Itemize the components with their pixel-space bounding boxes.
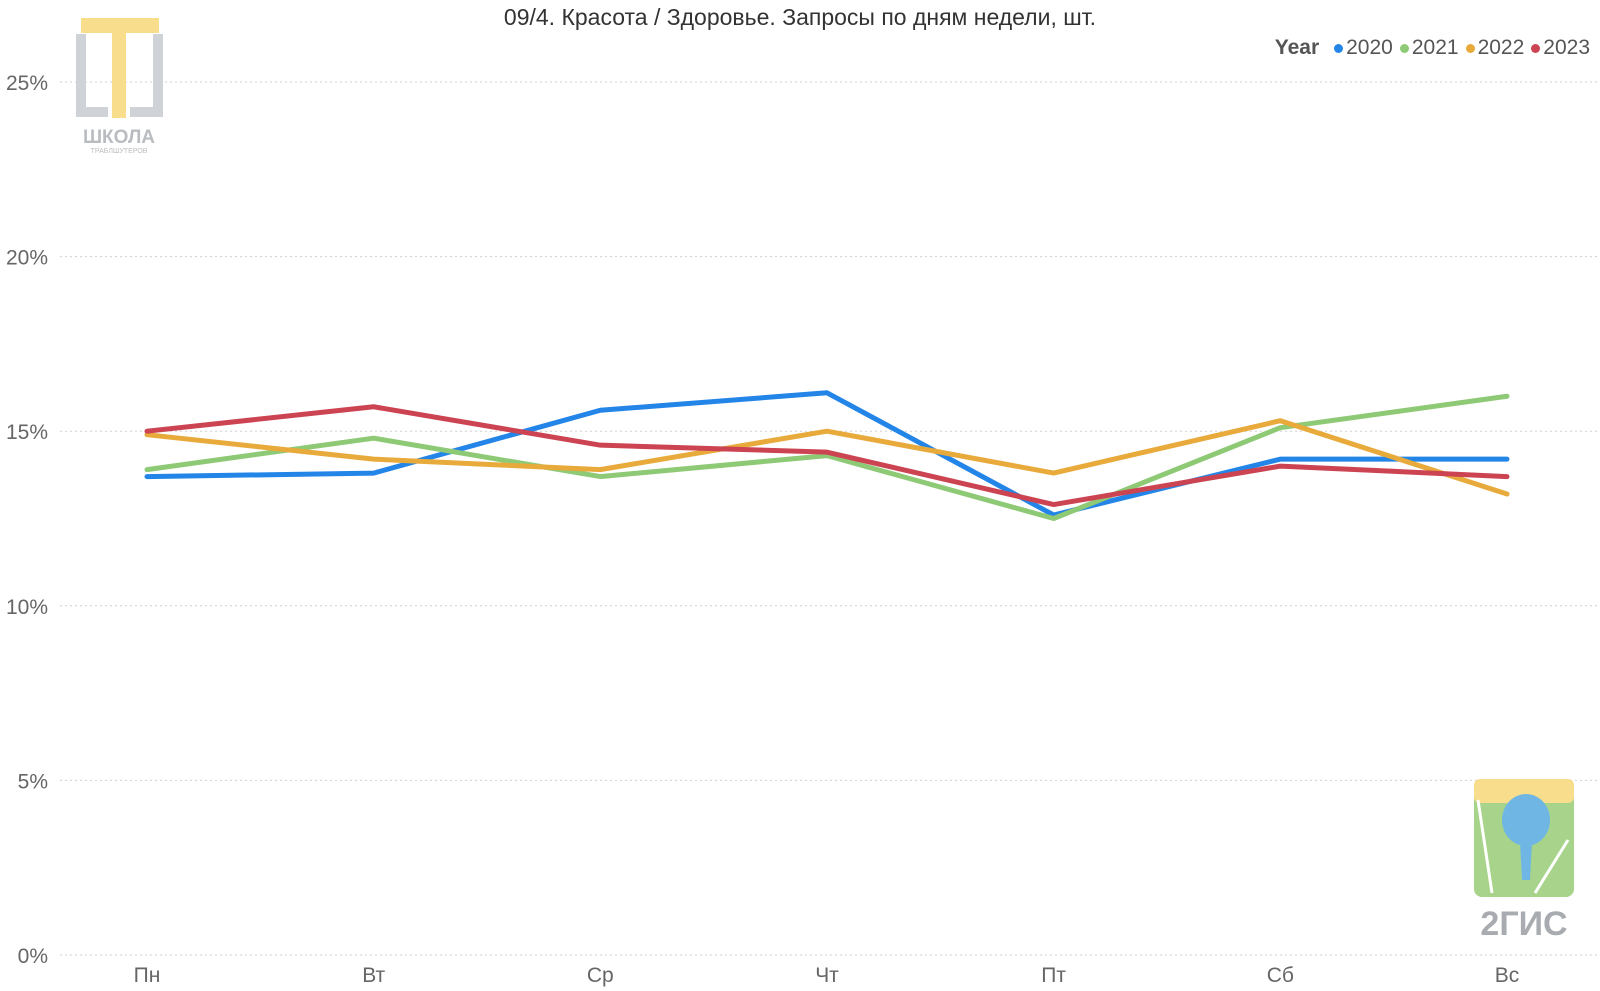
y-tick-label: 10% — [6, 596, 48, 619]
legend-label-2020: 2020 — [1346, 36, 1393, 59]
legend-item-2021[interactable]: 2021 — [1399, 36, 1459, 60]
legend-label-2022: 2022 — [1477, 36, 1525, 59]
school-logo-subtitle: ТРАБЛШУТЕРОВ — [91, 148, 148, 155]
legend-dot-2020 — [1334, 43, 1344, 53]
x-tick-label: Ср — [587, 964, 614, 987]
legend-dot-2022 — [1465, 43, 1475, 53]
series-layer — [144, 390, 1510, 521]
legend-item-2023[interactable]: 2023 — [1531, 36, 1590, 60]
school-logo-stem — [112, 18, 126, 118]
gis-logo: 2ГИС — [1474, 779, 1574, 943]
legend-item-2020[interactable]: 2020 — [1334, 36, 1393, 60]
legend-label-2021: 2021 — [1411, 36, 1459, 59]
x-tick-label: Вт — [362, 964, 385, 987]
gis-logo-top-band — [1474, 779, 1574, 803]
x-tick-label: Пт — [1041, 964, 1066, 987]
legend-dot-2023 — [1531, 43, 1541, 53]
chart-title: 09/4. Красота / Здоровье. Запросы по дня… — [503, 4, 1097, 30]
gis-logo-text: 2ГИС — [1480, 905, 1567, 943]
legend-dot-2021 — [1399, 43, 1409, 53]
y-tick-label: 5% — [18, 770, 48, 793]
x-tick-label: Пн — [134, 964, 161, 987]
school-logo-left-bracket — [76, 34, 108, 117]
grid-layer — [60, 81, 1600, 956]
series-line-2021[interactable] — [144, 393, 1510, 521]
x-axis: Пн Вт Ср Чт Пт Сб Вс — [134, 964, 1520, 987]
y-tick-label: 0% — [18, 945, 48, 968]
legend-title: Year — [1274, 36, 1320, 59]
school-logo: ШКОЛА ТРАБЛШУТЕРОВ — [76, 18, 163, 155]
gis-logo-tree-crown — [1502, 794, 1550, 846]
legend-item-2022[interactable]: 2022 — [1465, 36, 1525, 60]
x-tick-label: Сб — [1267, 964, 1294, 987]
series-line-2023[interactable] — [144, 404, 1510, 508]
gis-logo-tree-trunk — [1520, 842, 1532, 880]
gis-logo-road-1 — [1476, 799, 1494, 894]
y-tick-label: 20% — [6, 247, 48, 270]
legend-label-2023: 2023 — [1543, 36, 1590, 59]
x-tick-label: Вс — [1495, 964, 1520, 987]
y-axis: 0% 5% 10% 15% 20% 25% — [6, 72, 48, 968]
series-line-2022[interactable] — [144, 418, 1510, 497]
gis-logo-road-2 — [1533, 839, 1570, 894]
series-line-2020[interactable] — [144, 390, 1510, 518]
x-tick-label: Чт — [815, 964, 839, 987]
y-tick-label: 25% — [6, 72, 48, 95]
school-logo-right-bracket — [130, 34, 163, 117]
legend: Year 2020 2021 2022 2023 — [1275, 36, 1590, 60]
school-logo-title: ШКОЛА — [83, 127, 155, 148]
y-tick-label: 15% — [6, 421, 48, 444]
